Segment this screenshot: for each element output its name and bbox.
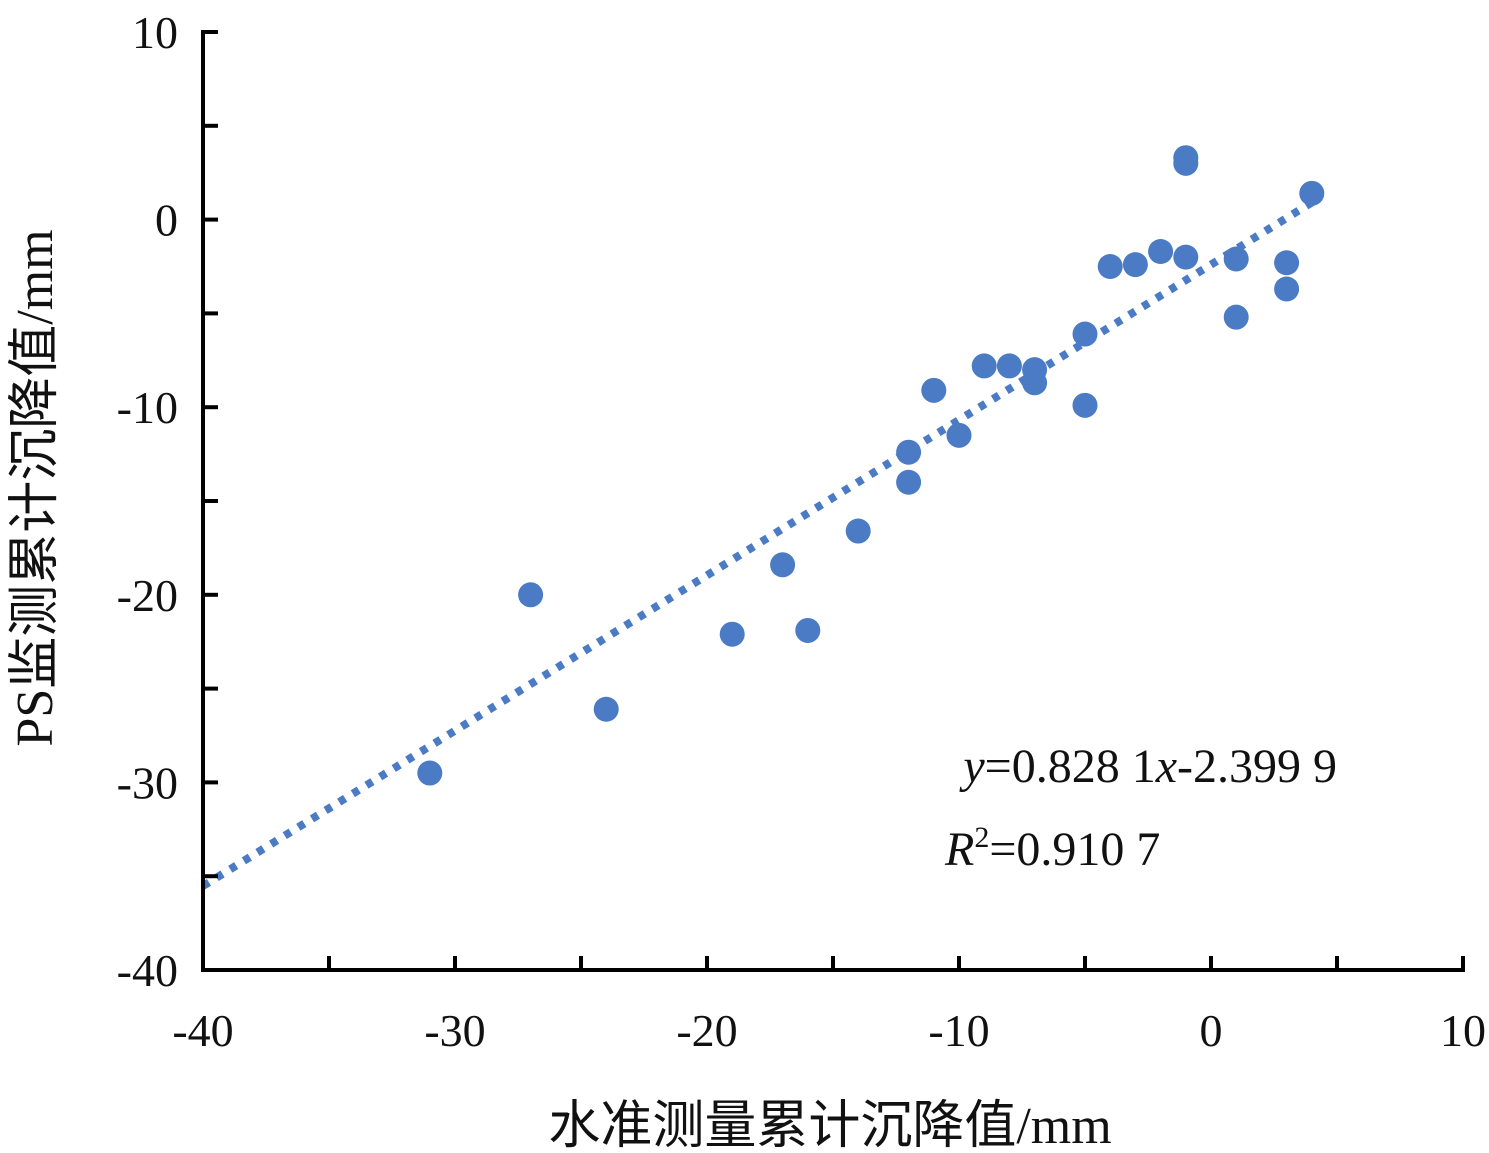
data-point <box>946 422 972 448</box>
data-point <box>896 469 922 495</box>
x-tick-label: -20 <box>676 1005 737 1056</box>
x-tick-label: -40 <box>172 1005 233 1056</box>
y-tick-label: 10 <box>132 7 178 58</box>
data-point <box>1022 370 1048 396</box>
data-point <box>795 617 821 643</box>
data-point <box>1122 252 1148 278</box>
y-tick-label: -20 <box>117 570 178 621</box>
equation-text: y=0.828 1x-2.399 9 <box>958 740 1337 793</box>
y-axis-title: PS监测累计沉降值/mm <box>7 229 64 746</box>
y-tick-label: -40 <box>117 945 178 996</box>
data-point <box>593 696 619 722</box>
data-point <box>417 760 443 786</box>
data-point <box>518 582 544 608</box>
data-point <box>770 552 796 578</box>
data-point <box>896 439 922 465</box>
data-point <box>845 518 871 544</box>
y-tick-label: 0 <box>155 195 178 246</box>
x-tick-label: 0 <box>1200 1005 1223 1056</box>
data-point <box>1299 180 1325 206</box>
data-point <box>971 353 997 379</box>
data-point <box>921 377 947 403</box>
x-tick-label: -30 <box>424 1005 485 1056</box>
x-axis-title: 水准测量累计沉降值/mm <box>548 1098 1111 1153</box>
data-point <box>1072 321 1098 347</box>
axis-ticks: -40 -30 -20 -10 0 10 10 0 -10 -20 -30 -40 <box>117 7 1486 1056</box>
data-point <box>1097 254 1123 279</box>
x-tick-label: 10 <box>1440 1005 1486 1056</box>
data-point <box>996 353 1022 379</box>
r-squared-text: R2=0.910 7 <box>944 821 1160 876</box>
data-point <box>1148 238 1174 264</box>
data-point <box>1223 246 1249 272</box>
y-tick-label: -10 <box>117 382 178 433</box>
data-point <box>1274 250 1300 276</box>
data-point <box>1072 392 1098 418</box>
data-point <box>1173 150 1199 176</box>
data-point <box>1274 276 1300 302</box>
data-point <box>719 621 745 647</box>
y-tick-label: -30 <box>117 757 178 808</box>
x-tick-label: -10 <box>928 1005 989 1056</box>
data-point <box>1223 304 1249 330</box>
data-points-layer <box>417 145 1325 786</box>
data-point <box>1173 244 1199 270</box>
